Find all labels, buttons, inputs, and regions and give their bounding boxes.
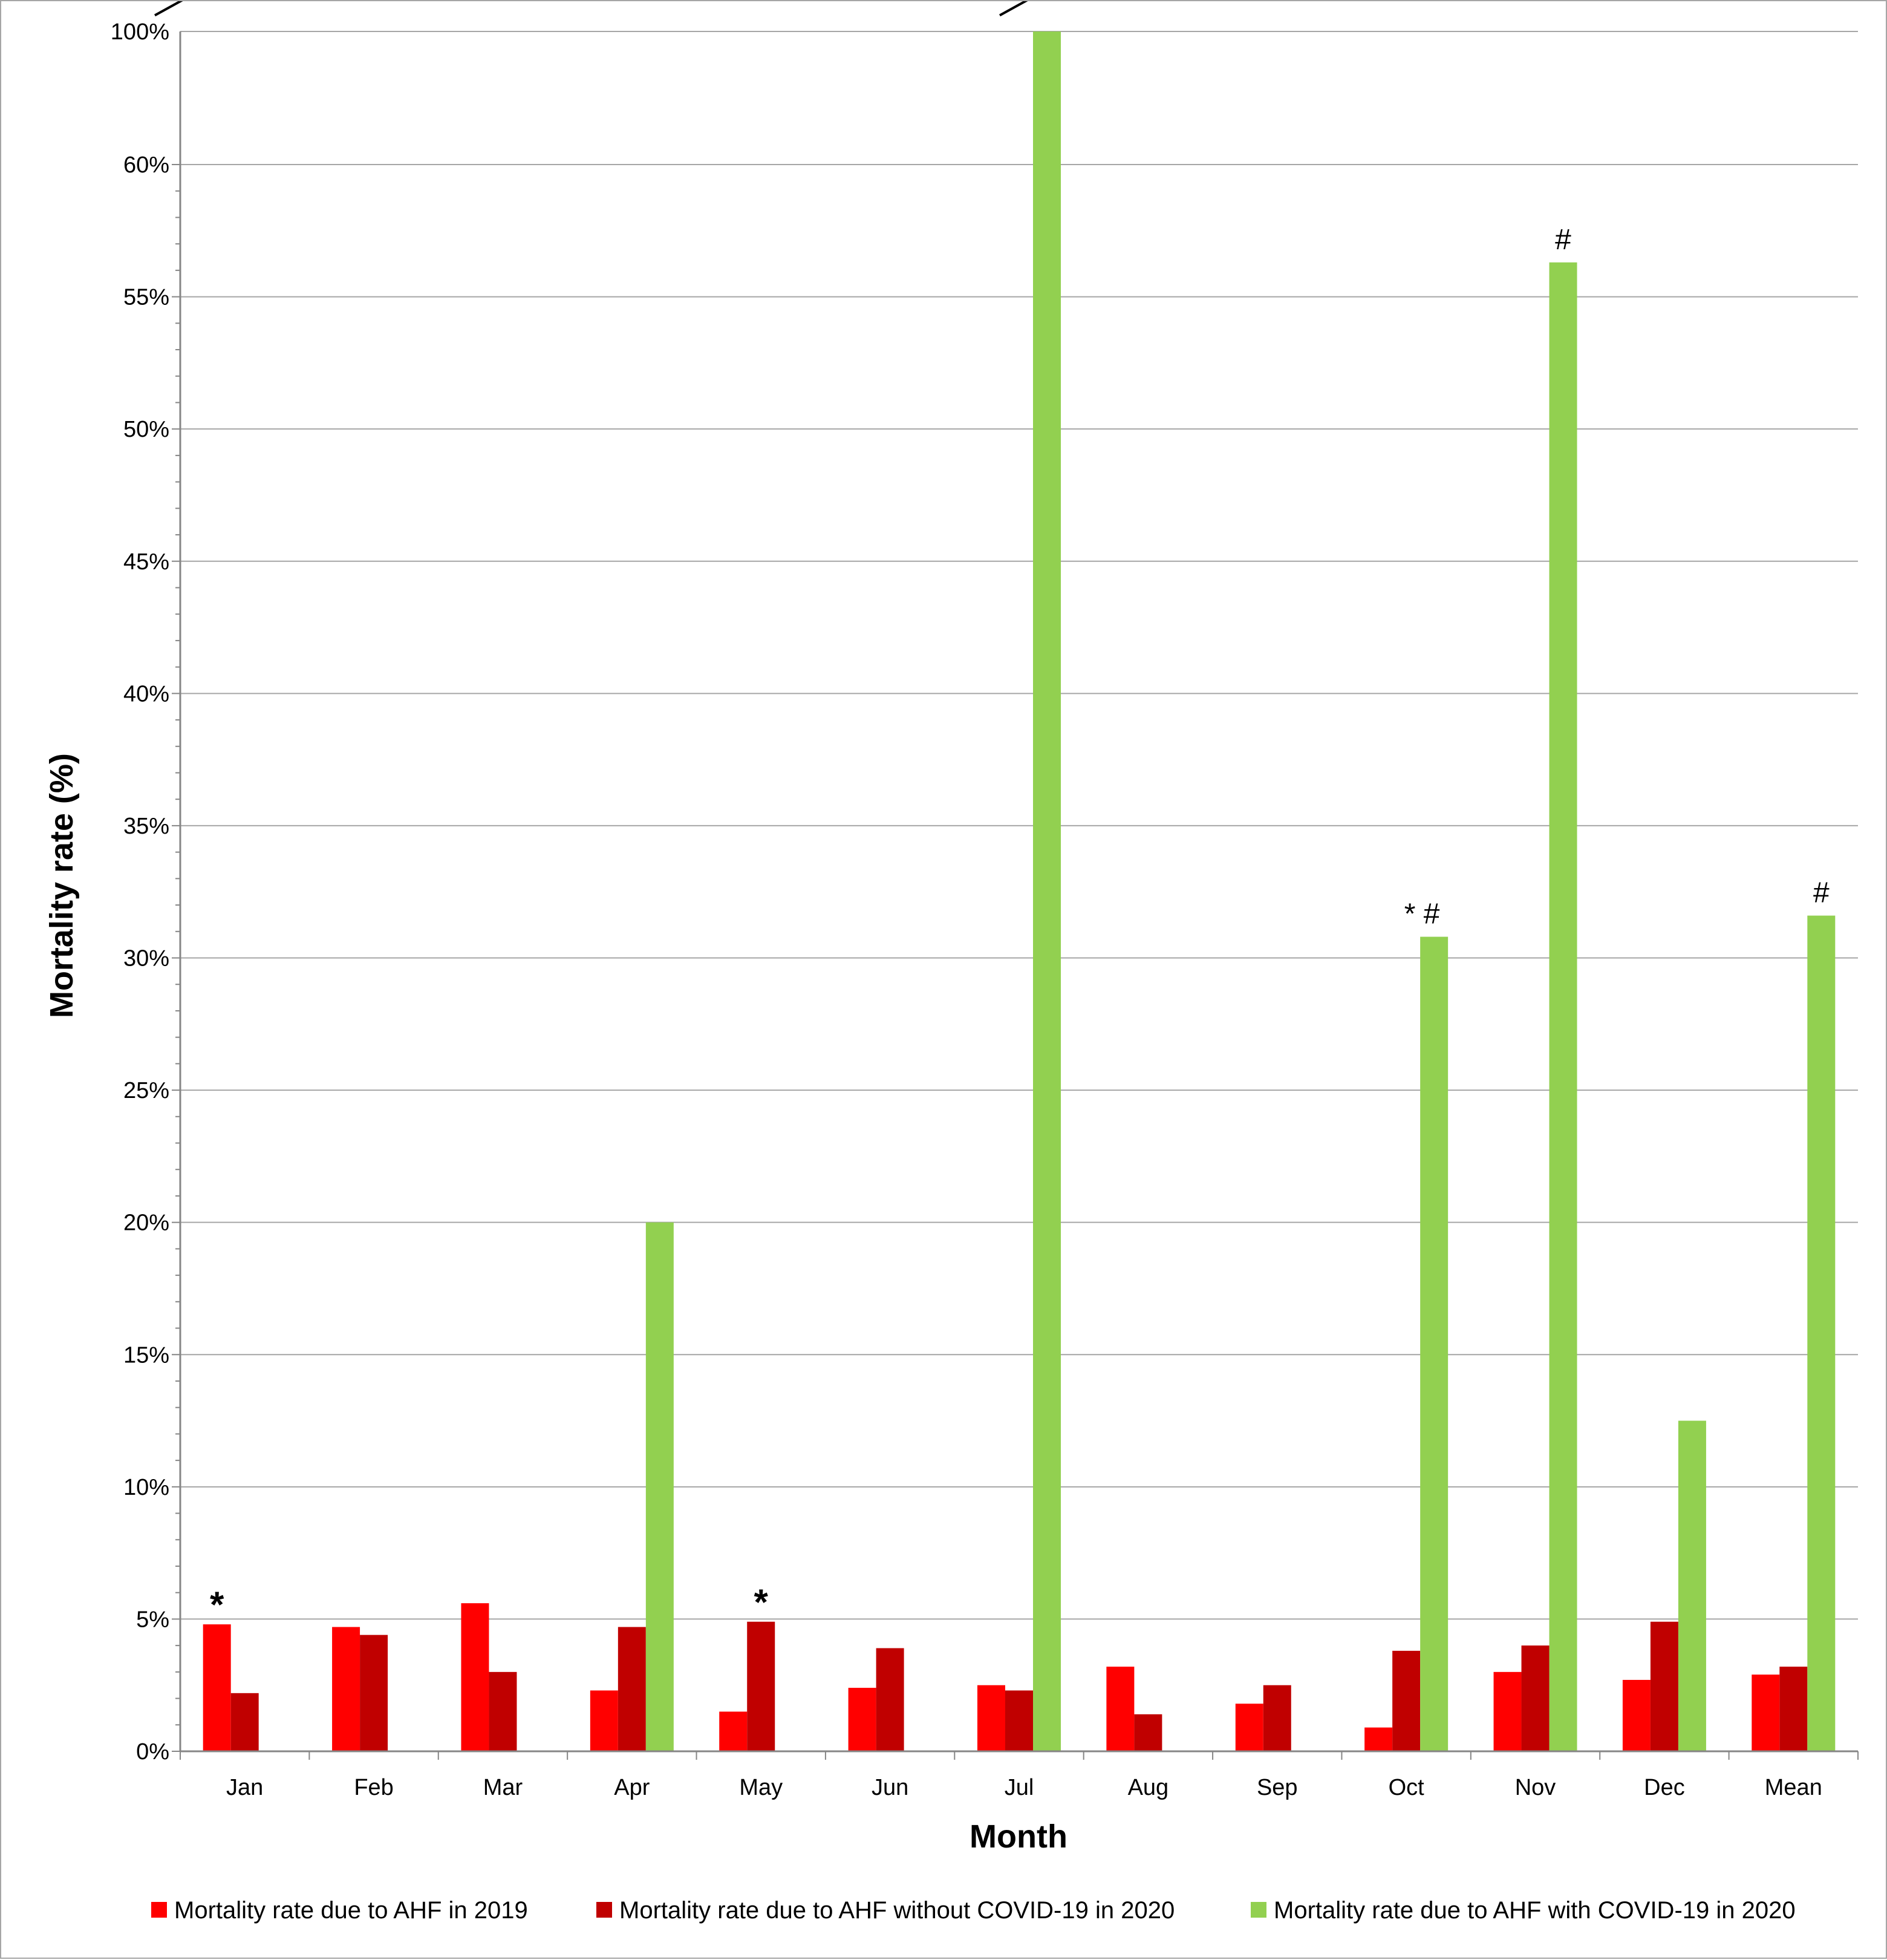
x-tick-label: Aug (1128, 1775, 1169, 1800)
bar-nov-series-2 (1521, 1645, 1550, 1751)
x-tick-label: Mean (1765, 1775, 1822, 1800)
legend-label: Mortality rate due to AHF without COVID-… (619, 1897, 1175, 1924)
y-tick-label: 0% (136, 1739, 169, 1765)
x-tick-label: Sep (1257, 1775, 1298, 1800)
x-tick-label: Jan (226, 1775, 263, 1800)
y-tick-label: 45% (123, 549, 169, 575)
bar-oct-series-1 (1364, 1727, 1393, 1751)
y-tick-label: 50% (123, 417, 169, 442)
y-tick-label: 5% (136, 1607, 169, 1632)
y-tick-label: 20% (123, 1210, 169, 1236)
y-tick-label: 40% (123, 681, 169, 707)
annotations: * * * # # # (210, 224, 1830, 1625)
bar-sep-series-1 (1235, 1704, 1263, 1751)
bar-jul-series-2 (1005, 1690, 1033, 1751)
x-tick-label: Oct (1389, 1775, 1425, 1800)
bar-feb-series-1 (332, 1627, 360, 1751)
x-tick-label: Mar (483, 1775, 523, 1800)
x-tick-label: Nov (1515, 1775, 1556, 1800)
y-tick-label: 25% (123, 1078, 169, 1103)
bar-jul-series-3 (1033, 31, 1061, 1751)
legend-swatch (596, 1902, 612, 1918)
x-tick-label: Apr (614, 1775, 650, 1800)
annotation-label: * (210, 1584, 224, 1625)
bar-nov-series-1 (1493, 1671, 1522, 1751)
bar-dec-series-2 (1650, 1621, 1678, 1751)
legend-label: Mortality rate due to AHF in 2019 (174, 1897, 528, 1924)
bar-mar-series-1 (461, 1603, 489, 1751)
bar-mar-series-2 (489, 1671, 517, 1751)
bar-apr-series-2 (618, 1627, 646, 1751)
bar-jun-series-1 (848, 1688, 876, 1751)
bar-may-series-2 (747, 1621, 775, 1751)
legend-item: Mortality rate due to AHF with COVID-19 … (1251, 1897, 1796, 1924)
gridlines (180, 31, 1858, 1752)
x-tick-label: Feb (354, 1775, 393, 1800)
bar-feb-series-2 (360, 1635, 388, 1751)
x-tick-label: Dec (1644, 1775, 1685, 1800)
bar-mean-series-1 (1752, 1674, 1780, 1751)
y-tick-label: 35% (123, 814, 169, 839)
y-tick-label: 100% (111, 19, 169, 45)
y-tick-label: 60% (123, 152, 169, 178)
annotation-label: # (1555, 224, 1571, 256)
annotation-label: * # (1404, 898, 1440, 930)
legend-label: Mortality rate due to AHF with COVID-19 … (1274, 1897, 1796, 1924)
x-tick-label: Jun (872, 1775, 908, 1800)
bar-sep-series-2 (1263, 1685, 1291, 1751)
legend-swatch (151, 1902, 167, 1918)
y-tick-label: 55% (123, 285, 169, 310)
bar-aug-series-1 (1106, 1667, 1135, 1751)
x-tick-label: Jul (1005, 1775, 1034, 1800)
legend: Mortality rate due to AHF in 2019 Mortali… (151, 1897, 1796, 1924)
y-tick-label: 10% (123, 1475, 169, 1500)
y-axis-break-marker (154, 1, 183, 17)
bar-jun-series-2 (876, 1648, 904, 1751)
annotation-label: # (1813, 877, 1830, 909)
bar-nov-series-3 (1549, 262, 1577, 1751)
bar-oct-series-2 (1392, 1650, 1421, 1751)
bar-aug-series-2 (1134, 1714, 1162, 1751)
axes: 0% 5% 10% 15% 20% 25% 30% 35% 40% 45% 50% 55% 60% 100… (111, 1, 1859, 1800)
bars (203, 31, 1836, 1751)
bar-jul-series-1 (977, 1685, 1005, 1751)
x-axis-title: Month (970, 1818, 1067, 1855)
bar-apr-series-3 (645, 1222, 674, 1751)
legend-swatch (1251, 1902, 1266, 1918)
y-tick-label: 30% (123, 946, 169, 972)
annotation-label: * (754, 1582, 769, 1622)
bar-may-series-1 (719, 1711, 748, 1751)
x-tick-label: May (739, 1775, 783, 1800)
bar-jan-series-2 (230, 1693, 259, 1751)
bar-apr-series-1 (590, 1690, 618, 1751)
bar-dec-series-1 (1622, 1679, 1651, 1751)
bar-dec-series-3 (1678, 1420, 1706, 1751)
bar-oct-series-3 (1420, 936, 1449, 1751)
y-axis-title: Mortality rate (%) (44, 753, 80, 1018)
legend-item: Mortality rate due to AHF without COVID-… (596, 1897, 1175, 1924)
legend-item: Mortality rate due to AHF in 2019 (151, 1897, 528, 1924)
bar-jan-series-1 (203, 1624, 231, 1751)
bar-mean-series-2 (1779, 1667, 1808, 1751)
bar-mean-series-3 (1807, 915, 1836, 1751)
bar-break-marker (999, 1, 1028, 17)
y-tick-label: 15% (123, 1342, 169, 1368)
